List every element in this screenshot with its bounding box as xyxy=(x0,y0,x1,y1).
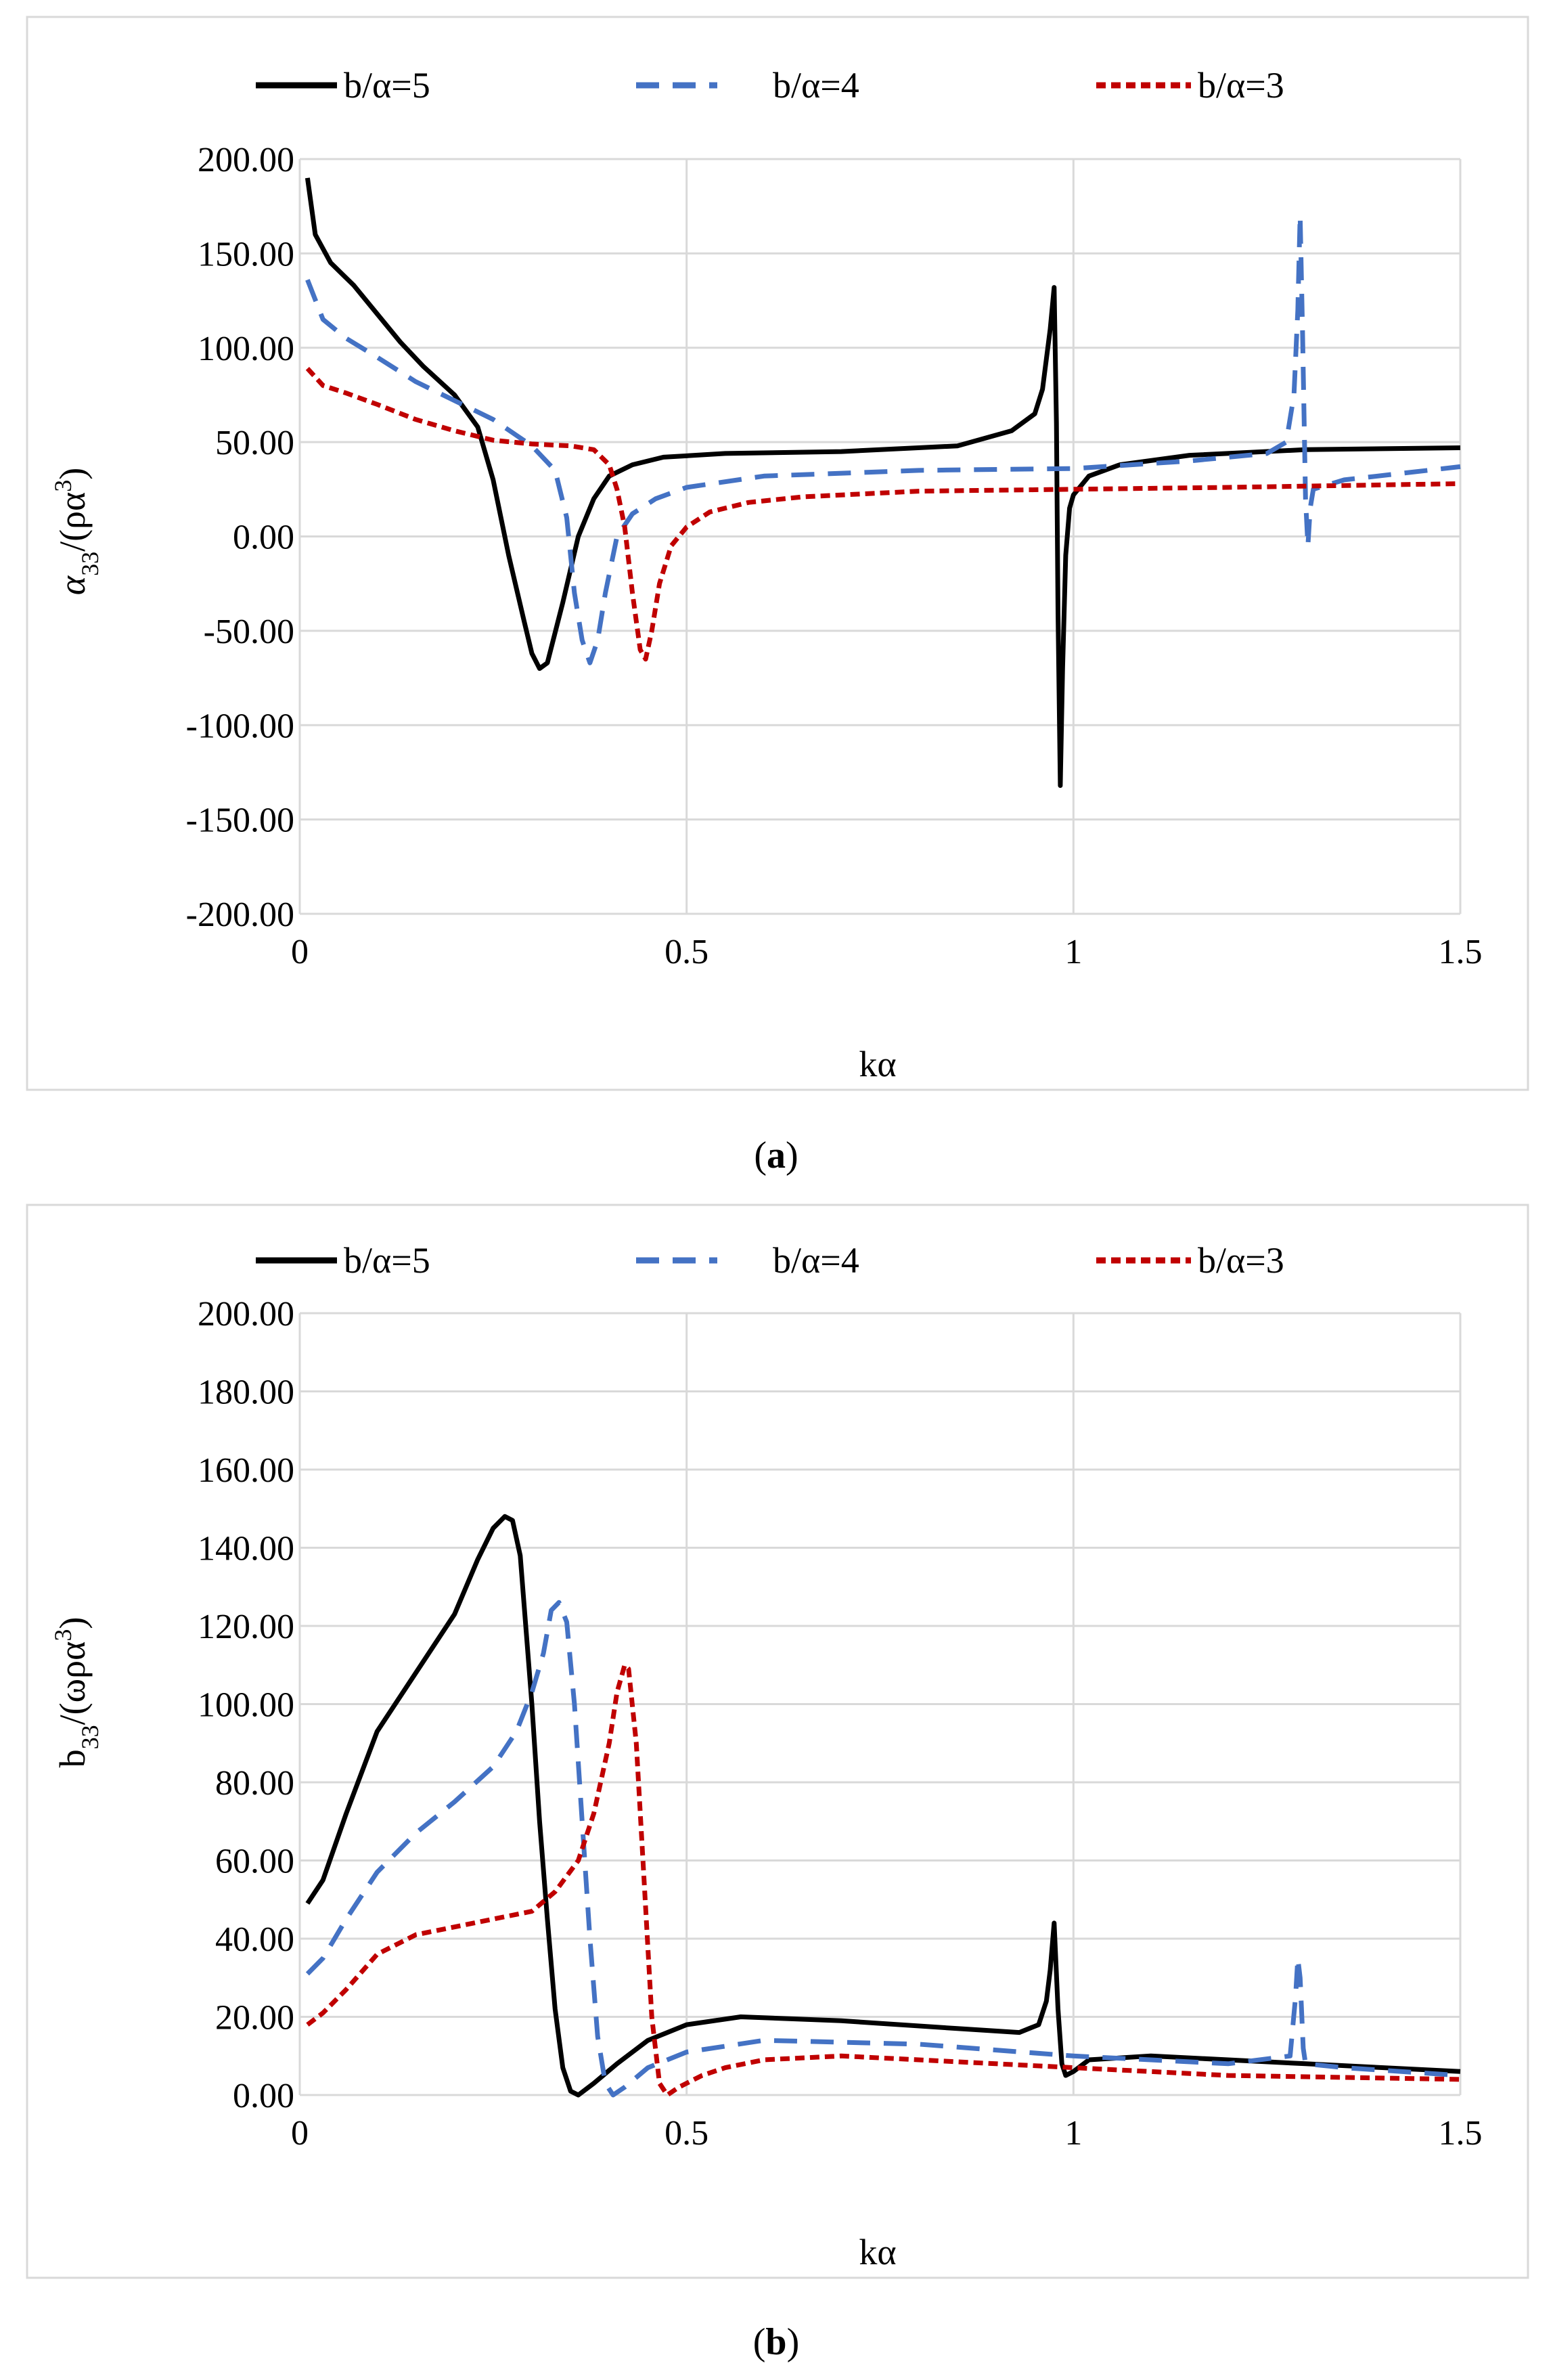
panel-b-x-axis-title: kα xyxy=(859,2232,896,2272)
panel-b-legend: b/α=5 b/α=4 b/α=3 xyxy=(256,1240,1284,1281)
legend-label-2: b/α=4 xyxy=(773,65,859,106)
x-tick-label: 1 xyxy=(1064,933,1082,971)
series-line-2 xyxy=(305,1600,1461,2098)
panel-a-caption: (a) xyxy=(754,1134,798,1176)
y-tick-label: 0.00 xyxy=(233,519,294,557)
x-tick-label: 0.5 xyxy=(665,933,708,971)
panel-a-x-axis-title: kα xyxy=(859,1044,896,1084)
panel-b-caption: (b) xyxy=(753,2321,799,2363)
x-tick-label: 0 xyxy=(291,2114,309,2153)
series-line-1 xyxy=(305,177,1461,788)
panel-a-plot: 200.00 150.00 100.00 50.00 0.00 -50.00 -100.00… xyxy=(186,141,1483,971)
panel-a-y-axis-title: α33/(ρα3) xyxy=(49,468,104,596)
legend-item-2: b/α=4 xyxy=(636,65,859,106)
legend-label-1: b/α=5 xyxy=(344,1240,430,1281)
legend-label-3: b/α=3 xyxy=(1198,1240,1284,1281)
y-tick-label: -150.00 xyxy=(186,801,294,840)
series-line-3 xyxy=(306,1662,1461,2098)
legend-label-2: b/α=4 xyxy=(773,1240,859,1281)
y-tick-label: 60.00 xyxy=(215,1843,294,1881)
panel-a: b/α=5 b/α=4 b/α=3 200.00150.00100.0050.0… xyxy=(26,16,1529,1176)
x-tick-label: 0 xyxy=(291,933,309,971)
y-tick-label: 120.00 xyxy=(198,1608,294,1646)
series-line-1 xyxy=(305,1514,1461,2098)
x-tick-label: 1.5 xyxy=(1439,933,1483,971)
y-tick-label: -100.00 xyxy=(186,707,294,745)
legend-item-3: b/α=3 xyxy=(1096,65,1284,106)
y-tick-label: 100.00 xyxy=(198,1686,294,1725)
series-line-3 xyxy=(305,367,1461,662)
legend-label-3: b/α=3 xyxy=(1198,65,1284,106)
y-tick-label: 100.00 xyxy=(198,330,294,368)
panel-b-frame xyxy=(26,1204,1529,2279)
y-tick-label: 20.00 xyxy=(215,1999,294,2037)
y-tick-label: 150.00 xyxy=(198,235,294,273)
panel-a-frame xyxy=(26,16,1529,1091)
y-tick-label: 200.00 xyxy=(198,141,294,179)
y-tick-label: -200.00 xyxy=(186,896,294,934)
y-tick-label: 180.00 xyxy=(198,1373,294,1412)
panel-b-y-axis-title: b33/(ωρα3) xyxy=(49,1617,104,1768)
panel-a-legend: b/α=5 b/α=4 b/α=3 xyxy=(256,65,1284,106)
y-tick-label: 50.00 xyxy=(215,424,294,462)
x-tick-label: 1 xyxy=(1064,2114,1082,2153)
y-tick-label: 160.00 xyxy=(198,1451,294,1490)
panel-b: b/α=5 b/α=4 b/α=3 200.00180.00160.00140.… xyxy=(26,1204,1529,2363)
legend-item-2: b/α=4 xyxy=(636,1240,859,1281)
legend-item-1: b/α=5 xyxy=(256,65,430,106)
y-tick-label: 40.00 xyxy=(215,1920,294,1959)
y-tick-label: 0.00 xyxy=(233,2077,294,2115)
legend-label-1: b/α=5 xyxy=(344,65,430,106)
legend-item-1: b/α=5 xyxy=(256,1240,430,1281)
panel-b-plot: 200.00180.00160.00140.00120.00100.0080.0… xyxy=(198,1295,1483,2153)
y-tick-label: -50.00 xyxy=(204,613,294,651)
legend-item-3: b/α=3 xyxy=(1096,1240,1284,1281)
y-tick-label: 80.00 xyxy=(215,1764,294,1803)
y-tick-label: 200.00 xyxy=(198,1295,294,1334)
series-line-2 xyxy=(305,213,1461,665)
x-tick-label: 1.5 xyxy=(1439,2114,1483,2153)
x-tick-label: 0.5 xyxy=(665,2114,708,2153)
y-tick-label: 140.00 xyxy=(198,1530,294,1568)
